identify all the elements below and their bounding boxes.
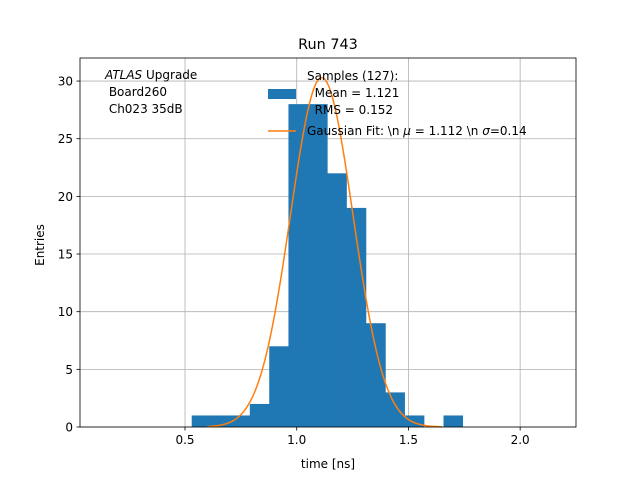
histogram-bar-2 <box>230 415 251 427</box>
histogram-bars <box>191 104 464 427</box>
x-tick-label-2: 1.5 <box>399 433 418 447</box>
axes-frame <box>79 57 577 428</box>
x-tick-label-3: 2.0 <box>511 433 530 447</box>
histogram-bar-10 <box>385 392 405 427</box>
svg-text:ATLAS Upgrade: ATLAS Upgrade <box>104 68 197 82</box>
annotation-upgrade: Upgrade <box>142 68 197 82</box>
histogram-bar-4 <box>269 346 289 427</box>
legend-bars-swatch <box>268 89 296 99</box>
x-tick-label-0: 0.5 <box>175 433 194 447</box>
y-axis-label: Entries <box>33 224 47 266</box>
y-axis-ticks: 0 5 10 15 20 25 30 <box>58 75 80 435</box>
histogram-bar-7 <box>327 173 347 427</box>
histogram-bar-11 <box>404 415 425 427</box>
histogram-bar-5 <box>288 104 309 427</box>
histogram-bar-6 <box>307 104 328 427</box>
histogram-bar-1 <box>211 415 231 427</box>
histogram-bar-8 <box>346 207 367 427</box>
annotation-board: Board260 <box>105 85 167 99</box>
x-axis-label: time [ns] <box>301 457 355 471</box>
histogram-bar-0 <box>191 415 212 427</box>
y-tick-label-3: 15 <box>58 248 73 262</box>
fit-line <box>207 76 442 428</box>
y-tick-label-6: 30 <box>58 75 73 89</box>
legend-samples-line1: Samples (127): <box>307 69 398 83</box>
annotation-channel: Ch023 35dB <box>105 102 183 116</box>
histogram-bar-13 <box>443 415 464 427</box>
legend: Samples (127): Mean = 1.121 RMS = 0.152 … <box>268 69 527 138</box>
chart-title: Run 743 <box>298 37 358 53</box>
legend-fit-label: Gaussian Fit: \n μ = 1.112 \n σ=0.14 <box>307 124 527 138</box>
y-tick-label-2: 10 <box>58 305 73 319</box>
x-axis-ticks: 0.5 1.0 1.5 2.0 <box>175 427 530 447</box>
x-tick-label-1: 1.0 <box>287 433 306 447</box>
y-tick-label-1: 5 <box>65 363 73 377</box>
y-tick-label-0: 0 <box>65 421 73 435</box>
legend-samples-line2: Mean = 1.121 <box>307 86 399 100</box>
run-annotation: ATLAS Upgrade Board260 Ch023 35dB <box>104 68 197 116</box>
legend-samples-line3: RMS = 0.152 <box>307 103 393 117</box>
y-tick-label-5: 25 <box>58 132 73 146</box>
y-tick-label-4: 20 <box>58 190 73 204</box>
histogram-bar-9 <box>365 323 386 427</box>
annotation-atlas: ATLAS <box>104 68 143 82</box>
gaussian-fit-curve <box>207 76 442 428</box>
histogram-bar-3 <box>249 403 270 427</box>
